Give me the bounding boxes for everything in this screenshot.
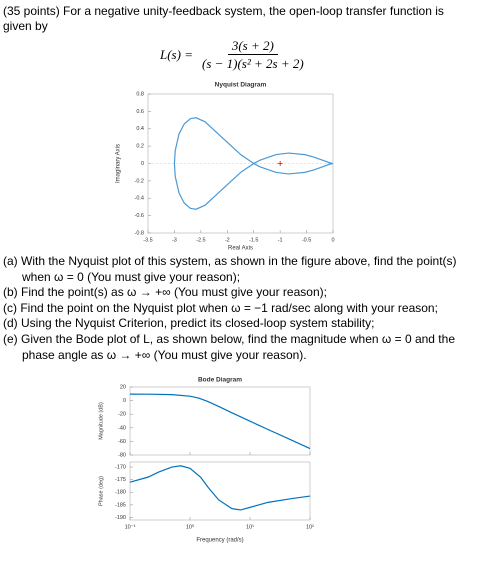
y-tick-label: -175 — [115, 477, 126, 483]
x-tick-label: 10² — [306, 524, 314, 530]
y-tick-label: 0.2 — [136, 144, 144, 150]
x-tick-label: -0.5 — [302, 237, 311, 243]
x-axis-label: Real Axis — [228, 246, 253, 252]
question-part: (b) Find the point(s) as ω → +∞ (You mus… — [3, 285, 327, 300]
x-tick-label: -2 — [225, 237, 230, 243]
question-part: (a) With the Nyquist plot of this system… — [3, 254, 457, 284]
line-series — [173, 117, 334, 175]
plot-frame — [129, 386, 311, 456]
y-tick-label: -0.2 — [135, 178, 144, 184]
y-tick-label: 0 — [141, 161, 144, 167]
y-tick-label: 0.4 — [136, 126, 144, 132]
chart-title: Nyquist Diagram — [215, 82, 267, 89]
plot-frame — [129, 461, 311, 521]
y-tick-label: -170 — [115, 464, 126, 470]
fraction: 3(s + 2) (s − 1)(s² + 2s + 2) — [198, 38, 308, 71]
x-tick-label: -3.5 — [143, 237, 152, 243]
chart-title: Bode Diagram — [198, 377, 242, 384]
question-parts: (a) With the Nyquist plot of this system… — [3, 254, 473, 363]
x-axis-label: Frequency (rad/s) — [196, 538, 243, 544]
x-tick-label: -3 — [172, 237, 177, 243]
transfer-function: L(s) = 3(s + 2) (s − 1)(s² + 2s + 2) — [160, 38, 308, 71]
x-tick-label: -2.5 — [196, 237, 205, 243]
y-tick-label: 0 — [123, 398, 126, 404]
y-axis-label: Magnitude (dB) — [98, 402, 104, 440]
y-tick-label: -40 — [118, 425, 126, 431]
y-tick-label: -20 — [118, 412, 126, 418]
marker — [277, 161, 283, 166]
y-tick-label: -0.6 — [135, 213, 144, 219]
y-tick-label: -180 — [115, 490, 126, 496]
y-tick-label: -185 — [115, 502, 126, 508]
question-part: (e) Given the Bode plot of L, as shown b… — [3, 331, 455, 362]
line-series — [129, 393, 311, 450]
question-part: (d) Using the Nyquist Criterion, predict… — [3, 316, 375, 331]
y-tick-label: -0.8 — [135, 230, 144, 236]
numerator: 3(s + 2) — [227, 38, 278, 55]
y-tick-label: 0.8 — [136, 91, 144, 97]
y-axis-label: Phase (deg) — [98, 476, 104, 506]
intro-text: (35 points) For a negative unity-feedbac… — [3, 4, 444, 33]
y-tick-label: -190 — [115, 515, 126, 521]
y-axis-label: Imaginary Axis — [116, 144, 122, 183]
y-tick-label: -0.4 — [135, 196, 144, 202]
y-tick-label: -60 — [118, 439, 126, 445]
x-tick-label: -1 — [278, 237, 283, 243]
x-tick-label: 10⁻¹ — [125, 524, 136, 530]
y-tick-label: 0.6 — [136, 109, 144, 115]
line-series — [129, 465, 311, 511]
y-tick-label: 20 — [120, 384, 126, 390]
y-tick-label: -80 — [118, 452, 126, 458]
x-tick-label: -1.5 — [249, 237, 258, 243]
question-part: (c) Find the point on the Nyquist plot w… — [3, 300, 438, 315]
x-tick-label: 10⁰ — [186, 523, 195, 530]
denominator: (s − 1)(s² + 2s + 2) — [201, 56, 304, 71]
x-tick-label: 10¹ — [246, 524, 254, 530]
x-tick-label: 0 — [331, 237, 334, 243]
formula-lhs: L(s) = — [160, 47, 193, 62]
